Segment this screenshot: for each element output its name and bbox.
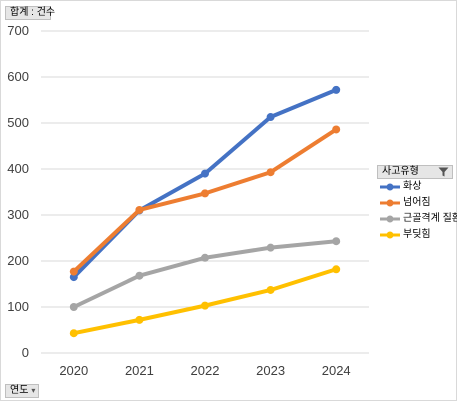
dropdown-icon: ▾ — [31, 386, 36, 395]
y-tick-label: 700 — [7, 23, 29, 38]
series-line — [71, 127, 339, 274]
data-point[interactable] — [69, 303, 78, 311]
data-point[interactable] — [266, 285, 275, 294]
value-field-button[interactable]: 합계 : 건수 — [5, 6, 55, 20]
legend-marker-icon — [380, 183, 400, 191]
series-line — [71, 267, 339, 336]
data-point[interactable] — [201, 169, 209, 178]
series-2 — [69, 237, 341, 311]
y-tick-label: 400 — [7, 161, 29, 176]
legend-label: 부딪힘 — [403, 229, 431, 240]
data-point[interactable] — [332, 265, 341, 274]
legend-marker-icon — [380, 199, 400, 207]
axis-field-label: 연도 — [10, 385, 29, 396]
data-point[interactable] — [135, 205, 144, 214]
x-tick-label: 2022 — [191, 363, 220, 378]
x-tick-label: 2023 — [256, 363, 285, 378]
y-tick-label: 600 — [7, 69, 29, 84]
plot-area: 0 100 200 300 400 500 600 700 2020 2021 2022 2023 2… — [7, 23, 369, 378]
data-point[interactable] — [69, 273, 78, 282]
legend-field-button[interactable]: 사고유형 — [377, 165, 453, 179]
data-point[interactable] — [135, 271, 144, 280]
data-point[interactable] — [69, 267, 78, 276]
y-tick-label: 100 — [7, 299, 29, 314]
axis-field-button[interactable]: 연도 ▾ — [5, 384, 39, 398]
data-point[interactable] — [266, 113, 275, 122]
y-tick-label: 0 — [22, 345, 29, 360]
legend-item[interactable]: 화상 — [377, 179, 453, 195]
x-tick-label: 2021 — [125, 363, 154, 378]
data-point[interactable] — [332, 85, 341, 94]
series-1 — [69, 125, 341, 276]
y-tick-label: 200 — [7, 253, 29, 268]
legend-item[interactable]: 넘어짐 — [377, 195, 453, 211]
data-point[interactable] — [135, 315, 144, 324]
data-point[interactable] — [201, 301, 209, 310]
data-point[interactable] — [266, 243, 275, 252]
legend-marker-icon — [380, 231, 400, 239]
series-0 — [69, 85, 341, 282]
legend-item[interactable]: 부딪힘 — [377, 227, 453, 243]
legend-label: 화상 — [403, 181, 422, 192]
data-point[interactable] — [201, 189, 209, 198]
series-3 — [69, 265, 341, 338]
legend-marker-icon — [380, 215, 400, 223]
x-tick-label: 2024 — [322, 363, 351, 378]
legend-label: 넘어짐 — [403, 197, 431, 208]
legend-title: 사고유형 — [382, 166, 419, 177]
series-line — [71, 87, 339, 280]
y-tick-label: 500 — [7, 115, 29, 130]
data-point[interactable] — [201, 253, 209, 262]
legend-item[interactable]: 근골격계 질환 — [377, 211, 457, 227]
x-tick-label: 2020 — [59, 363, 88, 378]
y-tick-label: 300 — [7, 207, 29, 222]
legend-label: 근골격계 질환 — [403, 213, 457, 224]
filter-icon[interactable] — [438, 167, 449, 177]
series-line — [71, 239, 339, 309]
data-point[interactable] — [266, 168, 275, 177]
data-point[interactable] — [332, 125, 341, 134]
data-point[interactable] — [332, 237, 341, 246]
data-point[interactable] — [69, 329, 78, 338]
